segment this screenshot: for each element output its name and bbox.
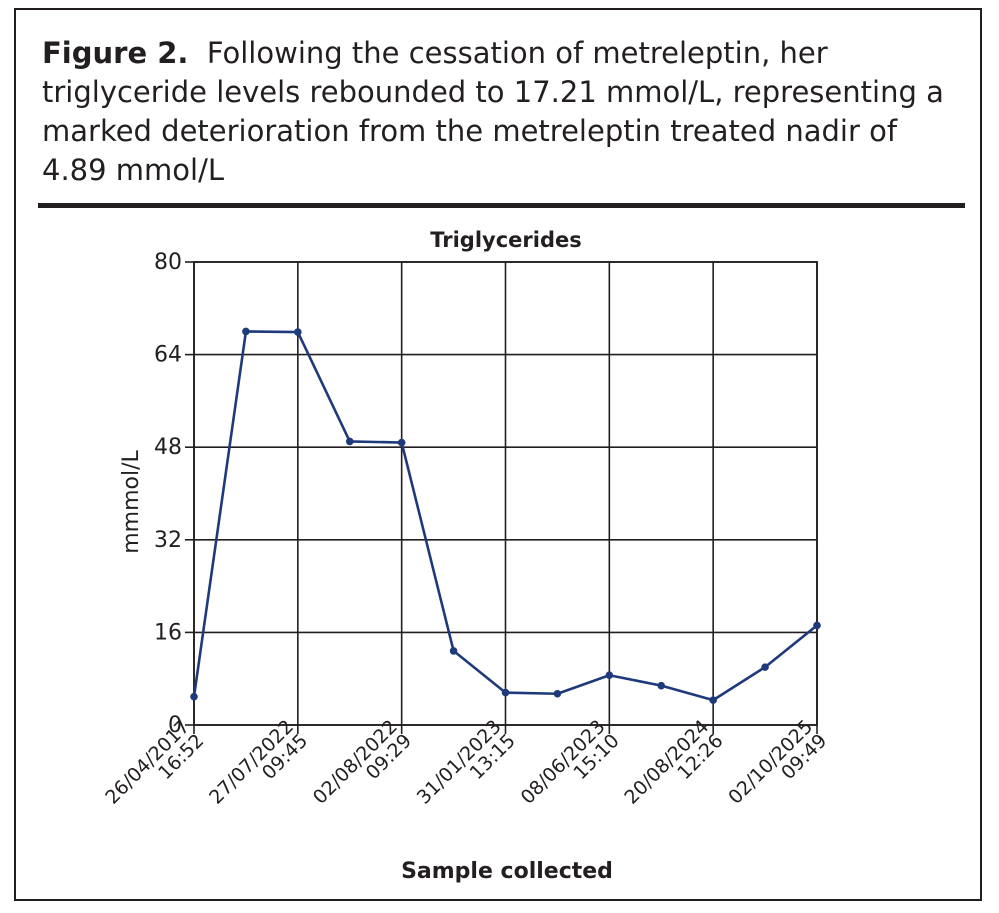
figure-caption: Figure 2. Following the cessation of met…: [42, 34, 967, 190]
x-axis-title: Sample collected: [401, 859, 613, 884]
data-point: [813, 621, 821, 630]
y-tick-label: 32: [154, 528, 182, 553]
y-tick-label: 48: [154, 435, 182, 460]
x-axis-ticks: 26/04/201716:5227/07/202209:4502/08/2022…: [101, 716, 831, 809]
y-axis-label: mmmol/L: [119, 449, 144, 553]
y-tick-label: 80: [154, 250, 182, 275]
caption-divider: [38, 203, 965, 208]
data-point: [709, 696, 717, 704]
figure-frame: [14, 8, 982, 901]
data-point: [345, 437, 354, 446]
data-point: [397, 438, 406, 447]
y-tick-label: 16: [154, 620, 182, 645]
caption-text: Following the cessation of metreleptin, …: [42, 36, 944, 187]
y-axis-ticks: 0 16 32 48 64 80: [154, 250, 194, 738]
data-point: [294, 328, 302, 336]
data-point: [761, 663, 769, 671]
data-point: [190, 692, 198, 701]
chart-title: Triglycerides: [430, 228, 582, 252]
data-point: [553, 689, 562, 698]
data-point: [605, 671, 614, 680]
data-point: [449, 647, 458, 655]
data-series: [190, 327, 821, 704]
data-point: [501, 688, 510, 697]
data-point: [242, 327, 250, 336]
data-point: [657, 681, 666, 690]
y-tick-label: 64: [154, 343, 182, 368]
y-tick-label: 0: [168, 713, 182, 738]
caption-lead: Figure 2.: [42, 36, 189, 70]
